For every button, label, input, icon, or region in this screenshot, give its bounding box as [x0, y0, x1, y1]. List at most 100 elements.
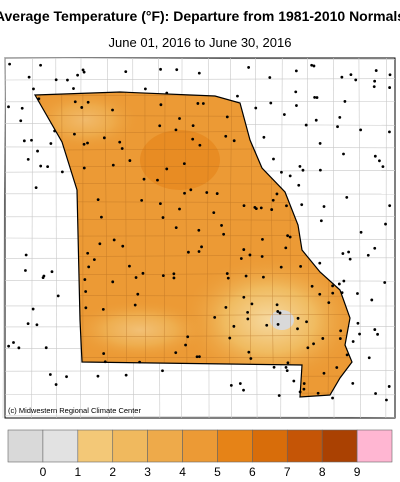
- station: [367, 356, 371, 360]
- station: [35, 323, 39, 327]
- station: [175, 68, 179, 72]
- station: [101, 308, 105, 311]
- station: [370, 298, 374, 302]
- station: [338, 116, 342, 119]
- station: [314, 118, 318, 122]
- station: [165, 167, 169, 171]
- station: [272, 157, 275, 161]
- station: [310, 284, 314, 288]
- county-line: [35, 272, 352, 276]
- station: [17, 346, 21, 350]
- station: [304, 123, 308, 127]
- station: [310, 63, 314, 67]
- station: [112, 238, 116, 242]
- station: [161, 274, 165, 278]
- legend-label: 1: [74, 465, 81, 479]
- station: [73, 132, 76, 136]
- station: [212, 211, 216, 215]
- station: [349, 73, 353, 77]
- station: [337, 282, 341, 286]
- station: [200, 245, 203, 249]
- station: [322, 205, 326, 208]
- legend-swatch: [112, 429, 148, 463]
- station: [286, 361, 290, 365]
- station: [302, 387, 306, 391]
- station: [306, 346, 310, 350]
- credit: (c) Midwestern Regional Climate Center: [8, 406, 141, 415]
- station: [236, 94, 239, 98]
- county-line: [125, 92, 127, 397]
- station: [53, 129, 57, 133]
- station: [73, 100, 77, 104]
- station: [86, 100, 90, 104]
- station: [82, 142, 86, 146]
- station: [36, 149, 39, 153]
- station: [134, 276, 138, 279]
- station: [246, 317, 250, 321]
- station: [24, 253, 28, 257]
- station: [27, 75, 31, 79]
- station: [313, 96, 317, 99]
- station: [178, 207, 181, 211]
- station: [294, 69, 298, 73]
- station: [220, 224, 223, 227]
- station: [373, 246, 377, 250]
- station: [7, 105, 10, 109]
- station: [111, 280, 115, 284]
- station: [120, 147, 124, 150]
- station: [260, 255, 264, 258]
- station: [81, 68, 85, 72]
- station: [182, 162, 186, 166]
- station: [242, 204, 246, 207]
- station: [373, 154, 377, 158]
- station: [159, 67, 162, 71]
- station: [276, 310, 280, 313]
- station: [224, 134, 228, 138]
- station: [376, 332, 379, 336]
- station: [345, 196, 349, 199]
- county-line: [4, 78, 396, 81]
- station: [247, 66, 251, 69]
- station: [84, 306, 88, 310]
- station: [172, 276, 176, 280]
- station: [295, 104, 298, 107]
- station: [279, 265, 283, 269]
- station: [225, 272, 229, 275]
- station: [215, 192, 219, 195]
- station: [262, 275, 265, 279]
- station: [37, 97, 41, 101]
- title: Average Temperature (°F): Departure from…: [0, 8, 400, 24]
- station: [356, 321, 360, 325]
- station: [189, 188, 193, 192]
- legend-label: 8: [319, 465, 326, 479]
- station: [327, 301, 331, 305]
- station: [347, 250, 351, 254]
- station: [374, 392, 377, 395]
- station: [300, 203, 304, 207]
- station: [226, 276, 230, 280]
- station: [298, 164, 302, 168]
- station: [198, 355, 201, 359]
- station: [49, 142, 53, 145]
- station: [184, 343, 187, 347]
- station: [83, 278, 87, 281]
- station: [312, 342, 315, 346]
- station: [316, 391, 320, 395]
- station: [161, 216, 165, 219]
- county-line: [104, 92, 108, 397]
- station: [345, 353, 349, 357]
- station: [128, 264, 131, 268]
- station: [7, 344, 11, 348]
- station: [331, 396, 334, 400]
- station: [183, 191, 186, 195]
- station: [262, 135, 266, 139]
- station: [318, 142, 322, 145]
- legend-swatch: [252, 429, 288, 463]
- station: [356, 292, 359, 295]
- station: [288, 235, 292, 239]
- legend-swatch: [7, 429, 44, 463]
- station: [305, 320, 308, 324]
- station: [84, 290, 88, 293]
- station: [172, 272, 176, 276]
- station: [373, 328, 377, 331]
